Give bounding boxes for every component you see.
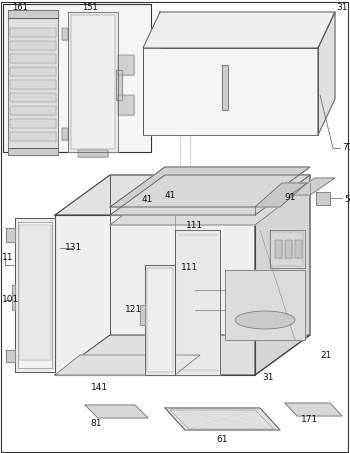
Text: 161: 161	[12, 4, 28, 13]
Polygon shape	[10, 80, 56, 89]
Polygon shape	[110, 167, 310, 207]
Polygon shape	[8, 148, 58, 155]
Text: 71: 71	[342, 144, 350, 153]
Polygon shape	[110, 183, 310, 225]
Ellipse shape	[235, 311, 295, 329]
Polygon shape	[147, 268, 173, 372]
Polygon shape	[6, 350, 15, 362]
Text: 111: 111	[186, 221, 204, 230]
Polygon shape	[62, 128, 68, 140]
Polygon shape	[10, 119, 56, 128]
Bar	[3, 4, 151, 152]
Text: 31: 31	[262, 374, 274, 382]
Polygon shape	[55, 355, 200, 375]
Polygon shape	[175, 230, 220, 375]
Polygon shape	[55, 335, 310, 375]
Polygon shape	[255, 175, 310, 375]
Polygon shape	[116, 70, 122, 100]
Polygon shape	[318, 12, 335, 135]
Polygon shape	[140, 305, 145, 325]
Polygon shape	[110, 175, 310, 215]
Text: 111: 111	[181, 264, 199, 273]
Polygon shape	[6, 228, 15, 242]
Text: 141: 141	[91, 384, 108, 392]
Polygon shape	[10, 41, 56, 50]
Polygon shape	[290, 178, 335, 195]
Text: 101: 101	[2, 295, 19, 304]
Polygon shape	[118, 55, 134, 75]
Text: 171: 171	[301, 415, 319, 424]
Polygon shape	[285, 240, 292, 258]
Text: 41: 41	[164, 191, 176, 199]
Polygon shape	[10, 106, 56, 115]
Polygon shape	[143, 48, 318, 135]
Polygon shape	[12, 285, 15, 310]
Polygon shape	[15, 218, 55, 372]
Text: 61: 61	[216, 435, 228, 444]
Text: 81: 81	[90, 419, 102, 429]
Polygon shape	[62, 28, 68, 40]
Polygon shape	[295, 240, 302, 258]
Polygon shape	[18, 222, 52, 368]
Polygon shape	[165, 408, 280, 430]
Polygon shape	[10, 28, 56, 37]
Polygon shape	[19, 225, 51, 360]
Polygon shape	[222, 65, 228, 110]
Polygon shape	[8, 10, 58, 18]
Text: 11: 11	[2, 252, 14, 261]
Polygon shape	[78, 150, 108, 157]
Text: 21: 21	[320, 351, 331, 360]
Text: 131: 131	[65, 244, 82, 252]
Polygon shape	[8, 18, 58, 148]
Polygon shape	[85, 405, 148, 418]
Text: 41: 41	[142, 196, 153, 204]
Polygon shape	[225, 270, 305, 340]
Polygon shape	[118, 95, 134, 115]
Polygon shape	[270, 230, 305, 268]
Polygon shape	[143, 12, 335, 48]
Polygon shape	[68, 12, 118, 152]
Text: 121: 121	[125, 305, 142, 314]
Polygon shape	[316, 192, 330, 205]
Text: 91: 91	[284, 193, 296, 202]
Polygon shape	[255, 183, 307, 207]
Polygon shape	[285, 403, 342, 416]
Polygon shape	[55, 215, 255, 375]
Polygon shape	[10, 132, 56, 141]
Text: 151: 151	[82, 4, 98, 13]
Polygon shape	[10, 93, 56, 102]
Polygon shape	[10, 67, 56, 76]
Polygon shape	[10, 54, 56, 63]
Text: 31: 31	[336, 4, 348, 13]
Polygon shape	[71, 15, 115, 149]
Text: 51: 51	[344, 196, 350, 204]
Polygon shape	[55, 175, 310, 215]
Polygon shape	[145, 265, 175, 375]
Polygon shape	[275, 240, 282, 258]
